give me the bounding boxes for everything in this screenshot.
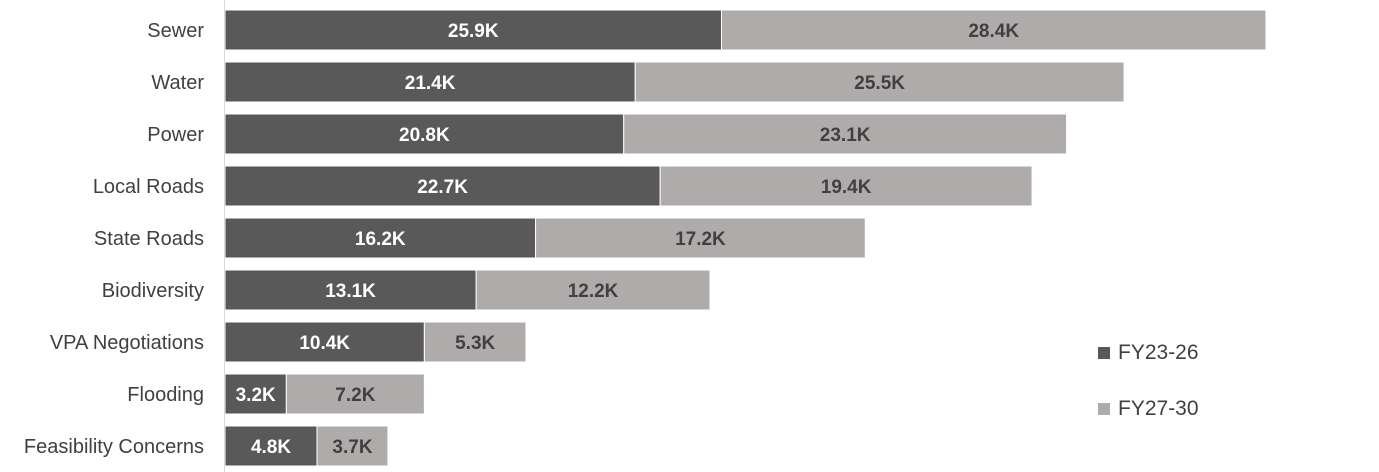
legend-swatch-fy23-26 [1098, 347, 1110, 359]
data-label: 17.2K [675, 229, 726, 250]
bar-segment-fy23-26 [224, 165, 661, 207]
legend-item-fy23-26: FY23-26 [1098, 338, 1199, 368]
bar-segment-fy23-26 [224, 321, 425, 363]
category-label: Power [147, 124, 204, 146]
category-label: VPA Negotiations [50, 332, 204, 354]
bar-segment-fy27-30 [285, 373, 425, 415]
bar-segment-fy23-26 [224, 269, 477, 311]
data-label: 23.1K [820, 125, 871, 146]
bar-segment-fy27-30 [721, 9, 1267, 51]
data-label: 20.8K [399, 125, 450, 146]
data-label: 7.2K [335, 385, 375, 406]
legend-label-fy23-26: FY23-26 [1118, 341, 1199, 364]
data-label: 19.4K [821, 177, 872, 198]
data-label: 12.2K [568, 281, 619, 302]
data-label: 3.7K [332, 437, 372, 458]
bar-segment-fy27-30 [623, 113, 1068, 155]
bar-segment-fy23-26 [224, 9, 723, 51]
bar-segment-fy23-26 [224, 217, 537, 259]
bar-segment-fy23-26 [224, 61, 636, 103]
data-label: 3.2K [236, 385, 276, 406]
data-label: 5.3K [455, 333, 495, 354]
category-label: Water [151, 72, 204, 94]
data-label: 4.8K [251, 437, 291, 458]
bar-segment-fy27-30 [659, 165, 1033, 207]
category-label: State Roads [94, 228, 204, 250]
category-label: Sewer [147, 20, 204, 42]
data-label: 21.4K [405, 73, 456, 94]
bars-group: 25.9K 28.4K 21.4K 25.5K 20.8K 23.1K 22.7K 19.4K… [224, 9, 1267, 467]
data-label: 22.7K [417, 177, 468, 198]
data-label: 25.5K [854, 73, 905, 94]
bar-segment-fy23-26 [224, 113, 625, 155]
category-label: Feasibility Concerns [24, 436, 204, 458]
bar-segment-fy27-30 [535, 217, 866, 259]
category-label: Flooding [127, 384, 204, 406]
bar-segment-fy27-30 [316, 425, 389, 467]
data-label: 13.1K [325, 281, 376, 302]
data-label: 25.9K [448, 21, 499, 42]
data-label: 16.2K [355, 229, 406, 250]
bar-segment-fy27-30 [634, 61, 1125, 103]
data-label: 28.4K [968, 21, 1019, 42]
legend-swatch-fy27-30 [1098, 403, 1110, 415]
legend-label-fy27-30: FY27-30 [1118, 397, 1199, 420]
category-label: Local Roads [93, 176, 204, 198]
category-labels-group: Sewer Water Power Local Roads State Roads Bio… [24, 20, 204, 458]
bar-segment-fy23-26 [224, 425, 318, 467]
legend-item-fy27-30: FY27-30 [1098, 394, 1199, 424]
bar-segment-fy27-30 [423, 321, 527, 363]
bar-segment-fy27-30 [475, 269, 711, 311]
data-label: 10.4K [299, 333, 350, 354]
category-label: Biodiversity [102, 280, 204, 302]
legend: FY23-26 FY27-30 [1098, 338, 1199, 450]
